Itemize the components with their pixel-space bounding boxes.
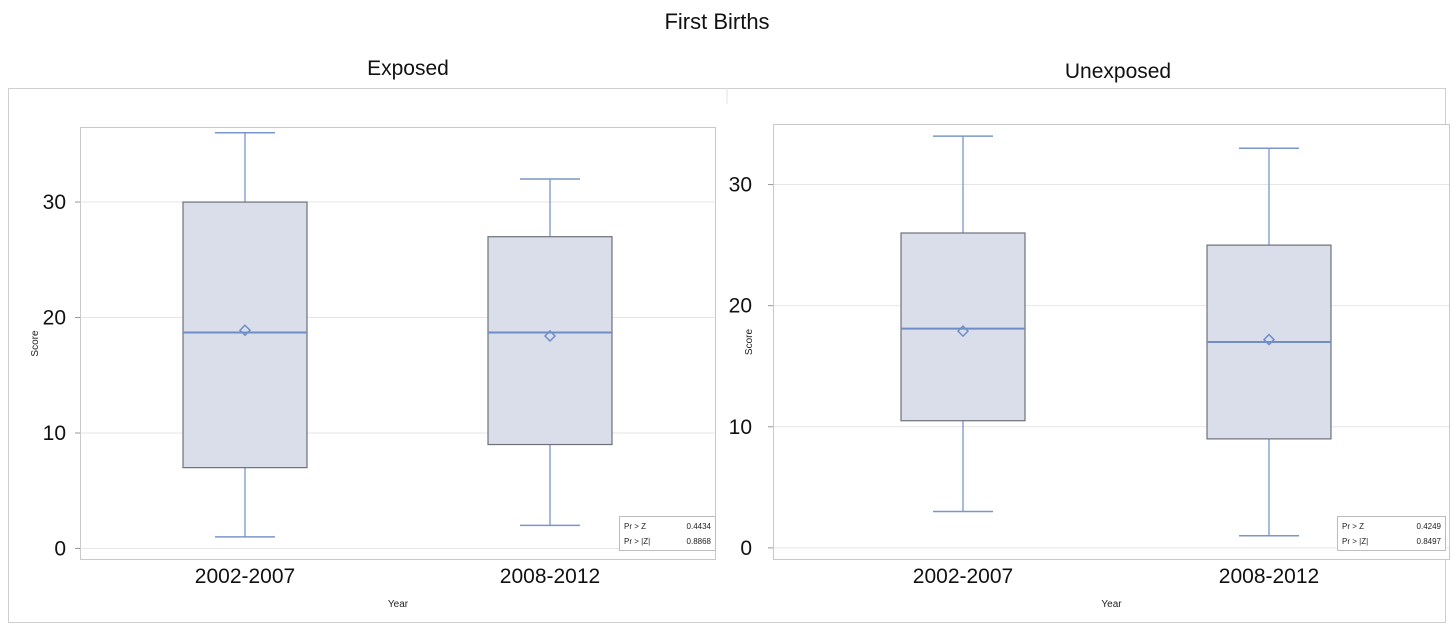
x-axis-label: Year bbox=[388, 599, 409, 610]
stat-value: 0.8868 bbox=[687, 537, 712, 546]
x-tick-label: 2008-2012 bbox=[1219, 565, 1319, 588]
y-tick-label: 0 bbox=[740, 537, 752, 560]
y-tick-label: 10 bbox=[729, 416, 752, 439]
stat-label: Pr > Z bbox=[1342, 522, 1364, 531]
box-2008-2012 bbox=[1206, 147, 1332, 537]
x-tick-label: 2002-2007 bbox=[913, 565, 1013, 588]
plot-area bbox=[773, 124, 1450, 560]
stat-label: Pr > |Z| bbox=[624, 537, 650, 546]
panel-title: Exposed bbox=[367, 57, 449, 80]
stats-inset: Pr > Z 0.4434 Pr > |Z| 0.8868 bbox=[619, 516, 716, 551]
stats-box bbox=[1337, 516, 1446, 551]
stat-label: Pr > |Z| bbox=[1342, 537, 1368, 546]
box-2008-2012 bbox=[487, 178, 613, 527]
figure-title: First Births bbox=[664, 9, 769, 34]
x-tick-label: 2002-2007 bbox=[195, 565, 295, 588]
panels: Exposed 0 10 20 30 Score 2002-2007 2008-2012 Yea… bbox=[30, 57, 1450, 610]
mean-marker bbox=[1262, 333, 1276, 346]
stats-inset: Pr > Z 0.4249 Pr > |Z| 0.8497 bbox=[1337, 516, 1446, 551]
box-2002-2007 bbox=[182, 132, 308, 538]
x-tick-label: 2008-2012 bbox=[500, 565, 600, 588]
mean-marker bbox=[956, 325, 970, 338]
stat-value: 0.4434 bbox=[687, 522, 712, 531]
panel-1: Exposed 0 10 20 30 Score 2002-2007 2008-2012 Yea… bbox=[30, 57, 716, 610]
panel-2: Unexposed 0 10 20 30 Score 2002-2007 2008-2012 Y… bbox=[729, 60, 1450, 610]
stats-box bbox=[619, 516, 716, 551]
panel-title: Unexposed bbox=[1065, 60, 1171, 83]
y-tick-label: 30 bbox=[43, 191, 66, 214]
mean-marker bbox=[238, 324, 252, 337]
y-tick-label: 20 bbox=[729, 295, 752, 318]
mean-marker bbox=[543, 329, 557, 343]
y-tick-label: 20 bbox=[43, 307, 66, 330]
x-axis-label: Year bbox=[1101, 599, 1122, 610]
y-axis-label: Score bbox=[744, 329, 755, 356]
stat-label: Pr > Z bbox=[624, 522, 646, 531]
stat-value: 0.4249 bbox=[1417, 522, 1442, 531]
y-tick-label: 10 bbox=[43, 422, 66, 445]
y-tick-label: 30 bbox=[729, 174, 752, 197]
plot-area bbox=[80, 127, 716, 560]
y-tick-label: 0 bbox=[54, 537, 66, 560]
iqr-box bbox=[900, 232, 1026, 422]
box-2002-2007 bbox=[900, 135, 1026, 513]
y-axis-label: Score bbox=[30, 330, 41, 357]
stat-value: 0.8497 bbox=[1417, 537, 1442, 546]
